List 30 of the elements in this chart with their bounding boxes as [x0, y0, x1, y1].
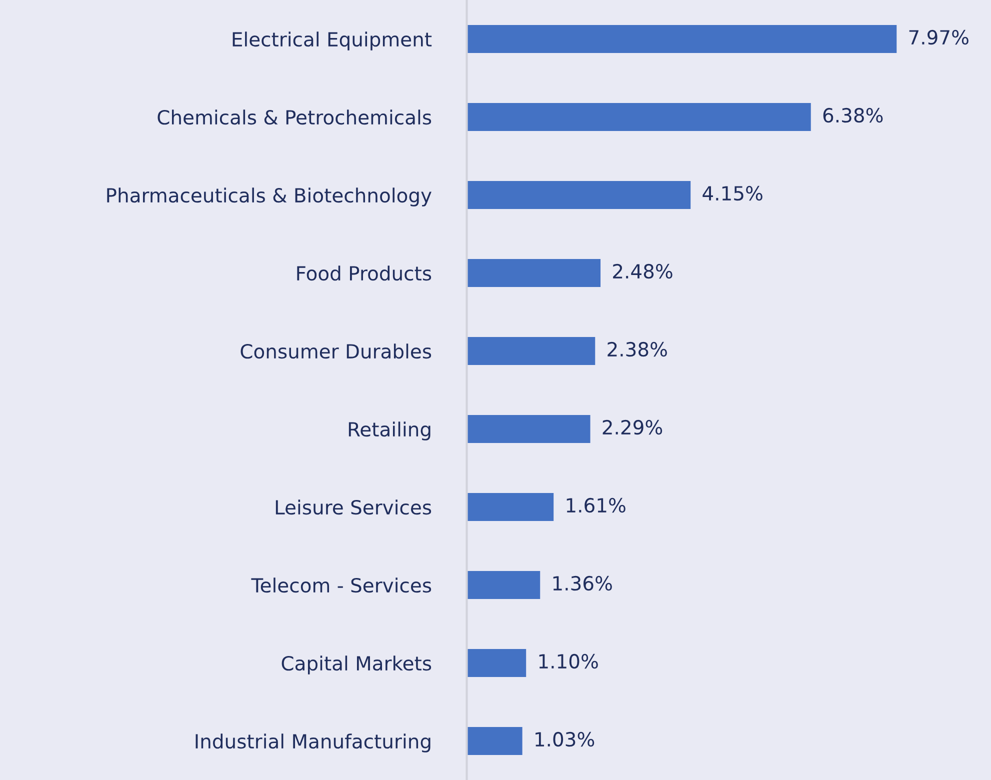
y-tick-label: Consumer Durables [240, 344, 432, 359]
bar [466, 414, 590, 444]
data-label: 6.38% [823, 108, 883, 123]
y-tick-label: Food Products [297, 266, 432, 281]
bar [466, 570, 540, 600]
bar [466, 492, 554, 522]
y-tick-label: Telecom - Services [251, 578, 432, 593]
bar [466, 24, 897, 54]
data-label: 2.29% [602, 420, 662, 435]
bar [466, 726, 522, 756]
data-label: 1.03% [536, 732, 594, 747]
data-label: 1.10% [539, 654, 598, 669]
y-tick-label: Retailing [348, 422, 430, 440]
y-tick-label: Chemicals & Petrochemicals [158, 110, 432, 125]
data-label: 7.97% [909, 30, 968, 45]
data-label: 2.38% [608, 342, 667, 357]
y-tick-label: Industrial Manufacturing [196, 734, 430, 752]
bar [466, 648, 526, 678]
data-label: 1.36% [553, 576, 612, 591]
bar [466, 180, 691, 210]
y-tick-label: Capital Markets [282, 656, 432, 674]
y-tick-label: Leisure Services [276, 500, 432, 515]
bar [466, 102, 811, 132]
data-label: 1.61% [566, 498, 626, 513]
y-tick-label: Electrical Equipment [232, 32, 432, 50]
data-label: 2.48% [613, 264, 672, 279]
y-tick-label: Pharmaceuticals & Biotechnology [107, 188, 432, 206]
data-label: 4.15% [702, 186, 762, 201]
bar [466, 258, 601, 288]
bar [466, 336, 596, 366]
